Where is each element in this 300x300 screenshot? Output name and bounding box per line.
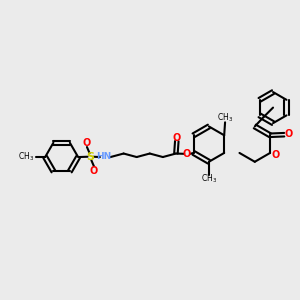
Text: CH$_3$: CH$_3$ [217, 112, 233, 124]
Text: O: O [90, 166, 98, 176]
Text: O: O [172, 133, 181, 142]
Text: O: O [83, 138, 91, 148]
Text: S: S [86, 152, 94, 162]
Text: O: O [183, 149, 191, 159]
Text: O: O [271, 150, 280, 160]
Text: O: O [284, 129, 293, 139]
Text: HN: HN [96, 152, 112, 161]
Text: CH$_3$: CH$_3$ [18, 151, 34, 163]
Text: CH$_3$: CH$_3$ [201, 172, 217, 185]
